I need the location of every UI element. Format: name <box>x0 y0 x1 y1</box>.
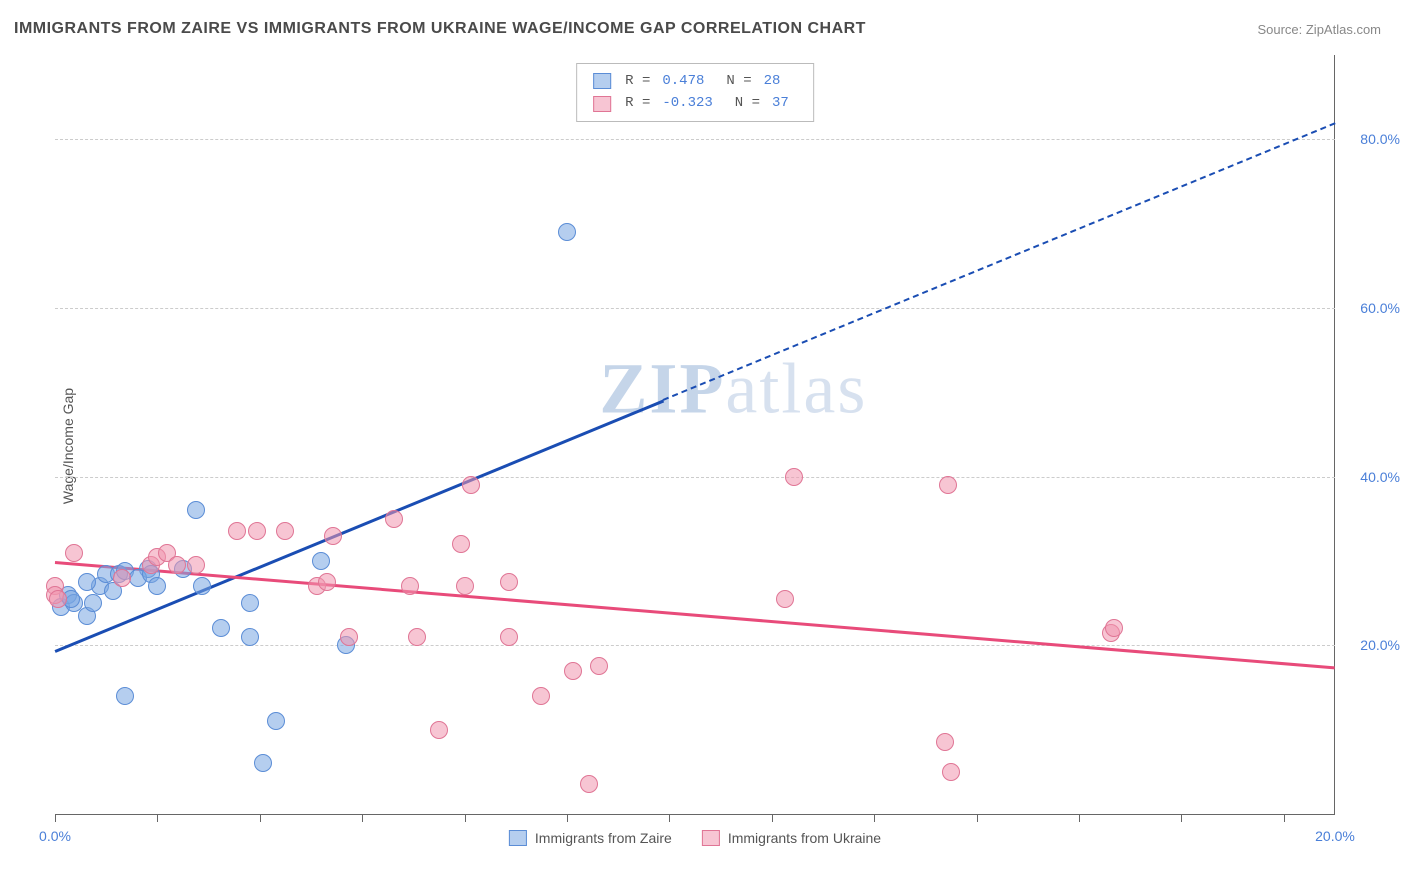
data-point <box>939 476 957 494</box>
data-point <box>241 594 259 612</box>
xtick <box>772 814 773 822</box>
ytick-label: 20.0% <box>1360 637 1400 653</box>
ytick-label: 60.0% <box>1360 300 1400 316</box>
y-axis-line <box>1334 55 1335 814</box>
data-point <box>193 577 211 595</box>
data-point <box>187 556 205 574</box>
data-point <box>532 687 550 705</box>
watermark: ZIPatlas <box>599 347 867 430</box>
xtick <box>465 814 466 822</box>
data-point <box>324 527 342 545</box>
source-label: Source: ZipAtlas.com <box>1257 22 1381 37</box>
data-point <box>1105 619 1123 637</box>
chart-title: IMMIGRANTS FROM ZAIRE VS IMMIGRANTS FROM… <box>14 20 866 38</box>
data-point <box>212 619 230 637</box>
swatch-blue <box>509 830 527 846</box>
data-point <box>500 628 518 646</box>
data-point <box>564 662 582 680</box>
data-point <box>148 577 166 595</box>
data-point <box>78 573 96 591</box>
data-point <box>462 476 480 494</box>
legend-item-zaire: Immigrants from Zaire <box>509 830 672 846</box>
data-point <box>558 223 576 241</box>
xtick <box>669 814 670 822</box>
xtick <box>874 814 875 822</box>
xtick <box>260 814 261 822</box>
legend-row-ukraine: R = -0.323 N = 37 <box>593 92 797 114</box>
xtick <box>567 814 568 822</box>
data-point <box>312 552 330 570</box>
xtick <box>55 814 56 822</box>
xtick <box>1079 814 1080 822</box>
correlation-legend: R = 0.478 N = 28 R = -0.323 N = 37 <box>576 63 814 122</box>
gridline <box>55 308 1335 309</box>
data-point <box>590 657 608 675</box>
data-point <box>318 573 336 591</box>
data-point <box>776 590 794 608</box>
xtick <box>1181 814 1182 822</box>
data-point <box>248 522 266 540</box>
data-point <box>84 594 102 612</box>
data-point <box>456 577 474 595</box>
data-point <box>500 573 518 591</box>
data-point <box>187 501 205 519</box>
data-point <box>936 733 954 751</box>
gridline <box>55 139 1335 140</box>
data-point <box>580 775 598 793</box>
xtick <box>362 814 363 822</box>
xtick <box>977 814 978 822</box>
data-point <box>65 544 83 562</box>
xtick <box>1284 814 1285 822</box>
data-point <box>401 577 419 595</box>
data-point <box>116 687 134 705</box>
xtick-label: 20.0% <box>1315 828 1355 844</box>
trendline <box>55 561 1335 669</box>
ytick-label: 80.0% <box>1360 131 1400 147</box>
data-point <box>430 721 448 739</box>
data-point <box>254 754 272 772</box>
ytick-label: 40.0% <box>1360 469 1400 485</box>
trendline <box>663 123 1336 402</box>
swatch-blue <box>593 73 611 89</box>
data-point <box>785 468 803 486</box>
swatch-pink <box>593 96 611 112</box>
data-point <box>241 628 259 646</box>
data-point <box>113 569 131 587</box>
gridline <box>55 477 1335 478</box>
data-point <box>49 590 67 608</box>
data-point <box>408 628 426 646</box>
data-point <box>228 522 246 540</box>
data-point <box>168 556 186 574</box>
plot-area: ZIPatlas R = 0.478 N = 28 R = -0.323 N =… <box>55 55 1335 815</box>
data-point <box>385 510 403 528</box>
data-point <box>452 535 470 553</box>
data-point <box>942 763 960 781</box>
legend-row-zaire: R = 0.478 N = 28 <box>593 70 797 92</box>
data-point <box>276 522 294 540</box>
series-legend: Immigrants from Zaire Immigrants from Uk… <box>509 830 881 846</box>
data-point <box>267 712 285 730</box>
legend-item-ukraine: Immigrants from Ukraine <box>702 830 881 846</box>
data-point <box>340 628 358 646</box>
chart-container: IMMIGRANTS FROM ZAIRE VS IMMIGRANTS FROM… <box>0 0 1406 892</box>
xtick-label: 0.0% <box>39 828 71 844</box>
trendline <box>55 399 664 652</box>
xtick <box>157 814 158 822</box>
swatch-pink <box>702 830 720 846</box>
